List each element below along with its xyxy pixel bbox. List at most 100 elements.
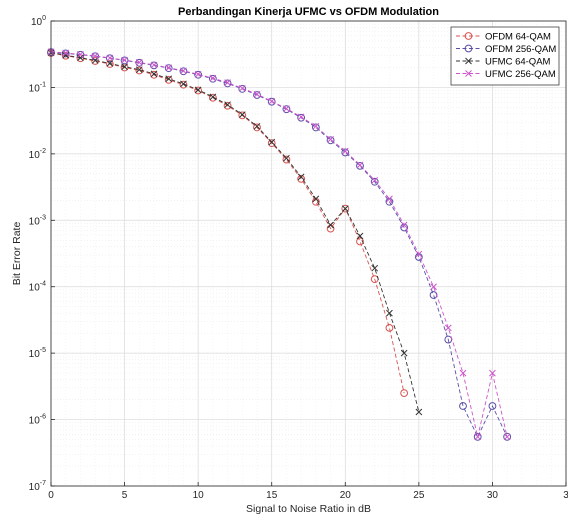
- x-tick-label: 3: [563, 490, 568, 501]
- y-tick-label: 10-5: [29, 347, 46, 360]
- data-point: [415, 250, 423, 258]
- data-point: [356, 237, 364, 246]
- data-point: [165, 75, 173, 83]
- data-point: [459, 402, 467, 410]
- data-point: [473, 432, 482, 441]
- legend-marker: [464, 32, 473, 40]
- x-tick-label: 0: [48, 490, 54, 501]
- data-point: [400, 349, 408, 357]
- data-point: [253, 90, 261, 98]
- data-point: [415, 408, 423, 416]
- y-tick-label: 10-2: [29, 148, 46, 161]
- data-point: [62, 49, 70, 57]
- y-tick-label: 10-7: [29, 480, 46, 493]
- data-point: [297, 174, 306, 183]
- data-point: [370, 177, 379, 186]
- data-point: [150, 70, 158, 78]
- legend-label: UFMC 64-QAM: [485, 57, 551, 68]
- x-tick-label: 5: [122, 490, 128, 501]
- data-point: [209, 74, 217, 82]
- data-point: [503, 432, 512, 441]
- data-point: [150, 70, 158, 79]
- data-point: [503, 433, 511, 441]
- data-point: [282, 155, 291, 164]
- data-point: [341, 204, 350, 213]
- data-point: [180, 80, 187, 88]
- data-point: [385, 323, 394, 332]
- data-point: [121, 56, 128, 64]
- legend-marker: [465, 57, 472, 65]
- data-point: [223, 79, 232, 88]
- x-axis-label: Signal to Noise Ratio in dB: [246, 503, 371, 515]
- legend-box: [450, 26, 560, 86]
- data-point: [371, 264, 379, 272]
- x-tick-label: 10: [193, 490, 205, 501]
- data-point: [371, 176, 379, 184]
- data-point: [327, 221, 334, 229]
- data-point: [327, 136, 334, 143]
- data-point: [209, 93, 217, 101]
- y-tick-label: 100: [31, 15, 46, 28]
- legend-entry: UFMC 64-QAM: [456, 57, 551, 68]
- data-point: [356, 161, 364, 170]
- legend-label: UFMC 256-QAM: [485, 69, 556, 80]
- data-point: [267, 139, 276, 148]
- chart-title: Perbandingan Kinerja UFMC vs OFDM Modula…: [178, 6, 439, 18]
- legend-marker: [464, 44, 473, 53]
- data-point: [253, 123, 261, 132]
- data-point: [341, 147, 349, 155]
- x-tick-label: 15: [266, 490, 278, 501]
- data-point: [268, 138, 276, 146]
- data-point: [224, 101, 231, 109]
- x-tick-label: 25: [413, 490, 425, 501]
- data-point: [283, 154, 290, 162]
- x-axis-ticks: 0 5 10 15 20 25 30 3: [48, 482, 568, 501]
- data-point: [208, 74, 217, 83]
- data-point: [194, 70, 202, 78]
- data-point: [121, 63, 128, 71]
- data-point: [61, 49, 70, 58]
- data-point: [77, 50, 84, 58]
- data-point: [179, 80, 188, 89]
- series-line: [50, 51, 508, 438]
- data-point: [459, 369, 467, 377]
- data-point: [282, 105, 291, 114]
- data-point: [386, 309, 393, 317]
- series-line: [50, 51, 508, 437]
- data-point: [150, 61, 158, 69]
- data-point: [312, 122, 320, 130]
- data-point: [253, 122, 261, 130]
- data-point: [135, 59, 143, 66]
- data-point: [223, 101, 232, 110]
- minor-grid: [51, 21, 566, 486]
- data-point: [135, 66, 143, 74]
- data-point: [208, 93, 217, 102]
- data-point: [312, 195, 320, 203]
- data-point: [283, 105, 290, 112]
- data-point: [356, 232, 364, 240]
- y-axis-ticks: 10-7 10-6 10-5 10-4 10-3 10-2 10-1 100: [29, 15, 55, 493]
- legend-entry: OFDM 256-QAM: [456, 44, 556, 55]
- series-line: [50, 52, 420, 413]
- data-point: [400, 223, 409, 232]
- data-point: [400, 389, 409, 398]
- data-point: [444, 324, 452, 332]
- x-tick-label: 20: [340, 490, 352, 501]
- series-ufmc-64-qam: [47, 49, 423, 416]
- data-point: [326, 136, 335, 145]
- data-point: [400, 221, 408, 229]
- y-tick-label: 10-4: [29, 281, 46, 294]
- data-point: [474, 433, 482, 441]
- data-point: [238, 111, 246, 118]
- data-point: [253, 91, 261, 99]
- data-point: [238, 111, 247, 120]
- x-tick-label: 30: [487, 490, 499, 501]
- data-point: [91, 52, 99, 60]
- data-point: [120, 56, 129, 65]
- data-point: [297, 113, 305, 121]
- legend-entry: UFMC 256-QAM: [456, 69, 556, 80]
- data-point: [238, 85, 247, 93]
- series-ofdm-256-qam: [47, 48, 512, 441]
- data-point: [164, 64, 173, 73]
